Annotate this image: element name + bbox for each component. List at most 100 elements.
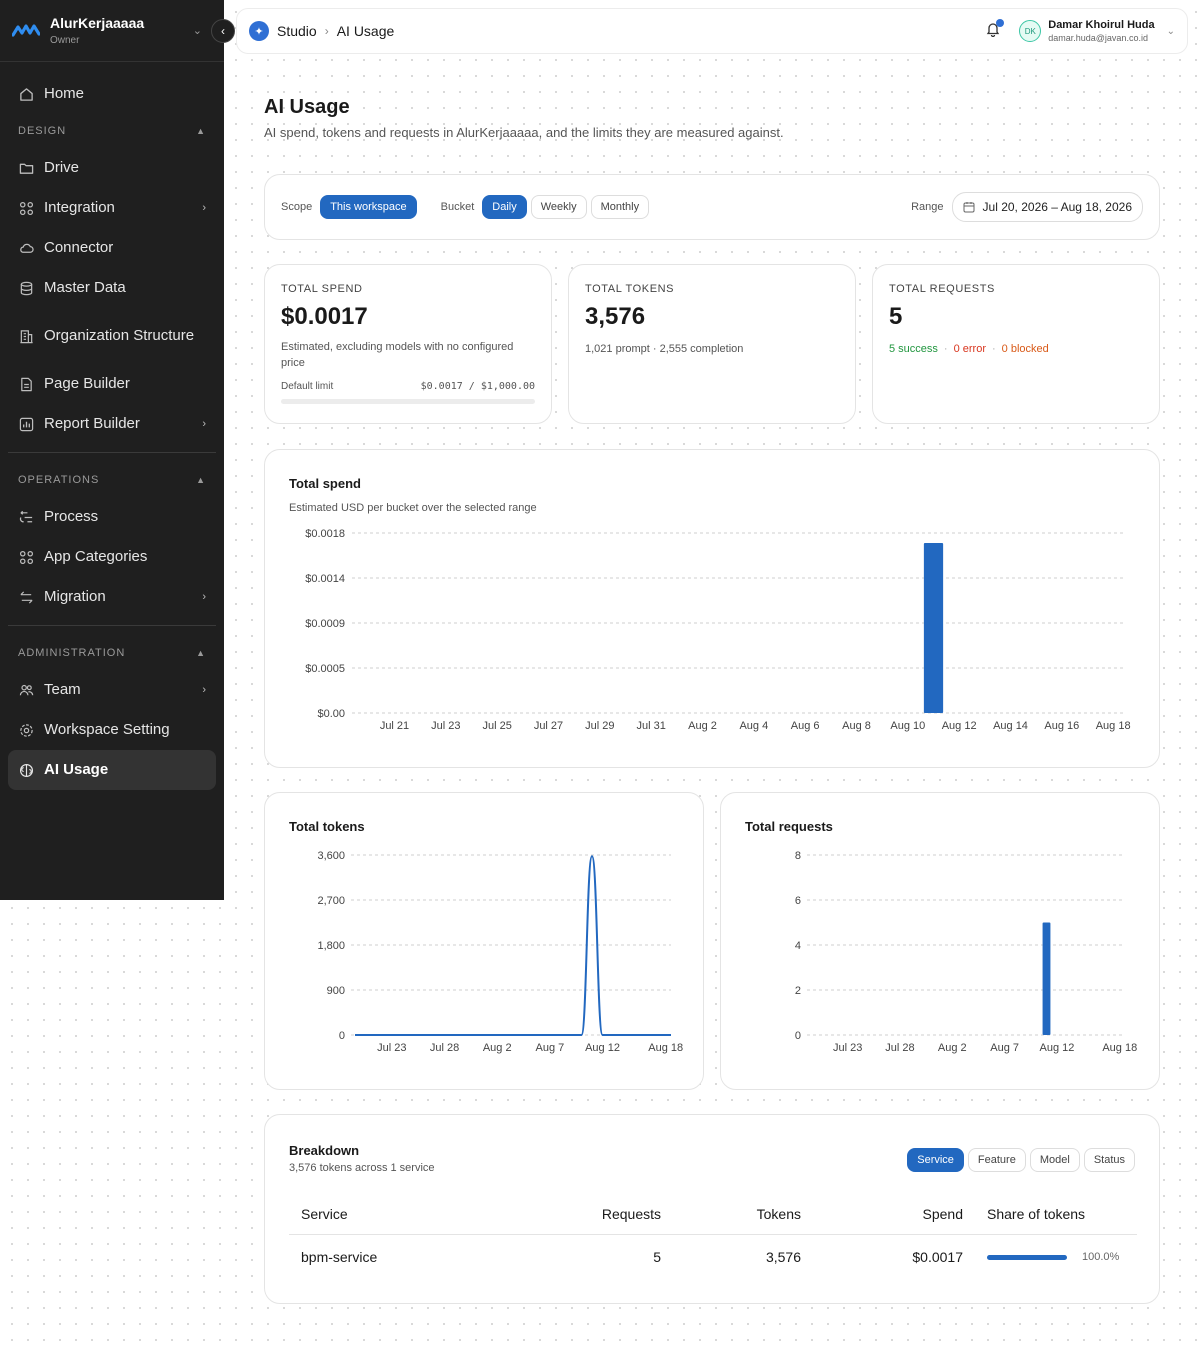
sidebar-item-drive[interactable]: Drive bbox=[8, 148, 216, 188]
gear-icon bbox=[18, 722, 34, 738]
sidebar-item-label: Home bbox=[44, 85, 85, 102]
y-tick-label: $0.0018 bbox=[305, 528, 345, 540]
x-tick-label: Aug 6 bbox=[791, 720, 820, 732]
page-subtitle: AI spend, tokens and requests in AlurKer… bbox=[264, 125, 784, 140]
tab-model[interactable]: Model bbox=[1029, 1148, 1080, 1172]
y-tick-label: 0 bbox=[795, 1030, 801, 1042]
x-tick-label: Aug 18 bbox=[1102, 1042, 1137, 1054]
series-line bbox=[355, 855, 671, 1036]
sidebar-item-team[interactable]: Team › bbox=[8, 670, 216, 710]
x-tick-label: Aug 7 bbox=[990, 1042, 1019, 1054]
x-tick-label: Aug 2 bbox=[938, 1042, 967, 1054]
chevron-down-icon: ⌄ bbox=[192, 25, 202, 37]
building-icon bbox=[18, 328, 34, 344]
column-header-requests[interactable]: Requests bbox=[601, 1205, 661, 1222]
breakdown-subtitle: 3,576 tokens across 1 service bbox=[289, 1162, 435, 1174]
user-menu[interactable]: Damar Khoirul Huda damar.huda@javan.co.i… bbox=[1048, 19, 1154, 43]
section-operations[interactable]: OPERATIONS ▲ bbox=[8, 463, 216, 497]
x-tick-label: Aug 2 bbox=[688, 720, 717, 732]
sidebar-item-ai-usage[interactable]: AI Usage bbox=[8, 750, 216, 790]
sidebar-item-label: Process bbox=[44, 508, 99, 525]
section-administration[interactable]: ADMINISTRATION ▲ bbox=[8, 636, 216, 670]
sidebar-item-label: Master Data bbox=[44, 279, 126, 296]
folder-icon bbox=[18, 160, 34, 176]
column-header-share[interactable]: Share of tokens bbox=[987, 1205, 1086, 1222]
bar bbox=[1042, 922, 1051, 1035]
separator-dot: · bbox=[943, 343, 948, 355]
x-tick-label: Aug 18 bbox=[648, 1042, 683, 1054]
avatar[interactable]: DK bbox=[1019, 20, 1042, 42]
scope-select[interactable]: This workspace bbox=[320, 195, 417, 219]
x-tick-label: Aug 2 bbox=[483, 1042, 512, 1054]
tab-service[interactable]: Service bbox=[907, 1148, 964, 1172]
kpi-total-requests: TOTAL REQUESTS 5 5 success · 0 error · 0 blo… bbox=[872, 264, 1160, 424]
section-design[interactable]: DESIGN ▲ bbox=[8, 114, 216, 148]
bucket-monthly-button[interactable]: Monthly bbox=[590, 195, 650, 219]
sidebar-item-label: Page Builder bbox=[44, 375, 130, 392]
x-tick-label: Jul 27 bbox=[534, 720, 563, 732]
chevron-up-icon: ▲ bbox=[196, 475, 206, 485]
bucket-daily-button[interactable]: Daily bbox=[482, 195, 527, 219]
collapse-sidebar-button[interactable]: ‹ bbox=[211, 19, 235, 43]
tab-feature[interactable]: Feature bbox=[967, 1148, 1026, 1172]
limit-label: Default limit bbox=[281, 381, 334, 392]
x-tick-label: Aug 16 bbox=[1044, 720, 1079, 732]
sidebar-item-home[interactable]: Home bbox=[8, 74, 216, 114]
y-tick-label: 4 bbox=[795, 940, 801, 952]
workspace-switcher[interactable]: AlurKerjaaaaa Owner ⌄ bbox=[0, 0, 224, 62]
x-tick-label: Jul 28 bbox=[885, 1042, 914, 1054]
kpi-value: 5 bbox=[889, 303, 903, 330]
home-icon bbox=[18, 86, 34, 102]
blocked-count: 0 blocked bbox=[1001, 343, 1049, 355]
breadcrumb-studio[interactable]: Studio bbox=[277, 23, 317, 39]
cell-service: bpm-service bbox=[301, 1249, 378, 1265]
bar bbox=[923, 543, 944, 713]
bucket-weekly-button[interactable]: Weekly bbox=[530, 195, 587, 219]
chart-title: Total spend bbox=[289, 476, 361, 491]
y-tick-label: 8 bbox=[795, 850, 801, 862]
chevron-down-icon[interactable]: ⌄ bbox=[1166, 25, 1175, 37]
y-tick-label: 0 bbox=[339, 1030, 345, 1042]
x-tick-label: Jul 28 bbox=[430, 1042, 459, 1054]
chart-total-requests: Total requests 0 2 4 6 8 Jul 23 Jul 28 Aug 2 Aug… bbox=[720, 792, 1160, 1090]
swap-arrows-icon bbox=[18, 589, 34, 605]
table-row[interactable]: bpm-service 5 3,576 $0.0017 100.0% bbox=[289, 1235, 1137, 1279]
sidebar-item-page-builder[interactable]: Page Builder bbox=[8, 364, 216, 404]
y-tick-label: 900 bbox=[327, 985, 345, 997]
x-tick-label: Aug 12 bbox=[585, 1042, 620, 1054]
x-tick-label: Jul 23 bbox=[431, 720, 460, 732]
sidebar-item-connector[interactable]: Connector bbox=[8, 228, 216, 268]
kpi-note: Estimated, excluding models with no conf… bbox=[281, 341, 514, 369]
sidebar-item-report-builder[interactable]: Report Builder › bbox=[8, 404, 216, 444]
cell-share: 100.0% bbox=[963, 1251, 1137, 1263]
column-header-spend[interactable]: Spend bbox=[922, 1205, 963, 1222]
kpi-note: 1,021 prompt · 2,555 completion bbox=[585, 343, 744, 355]
sidebar-item-label: Migration bbox=[44, 588, 106, 605]
x-tick-label: Jul 25 bbox=[482, 720, 511, 732]
sidebar-item-migration[interactable]: Migration › bbox=[8, 577, 216, 617]
sidebar-item-organization-structure[interactable]: Organization Structure bbox=[8, 308, 216, 364]
page-header: AI Usage AI spend, tokens and requests i… bbox=[264, 96, 1160, 140]
column-header-service[interactable]: Service bbox=[301, 1205, 348, 1222]
studio-wand-icon: ✦ bbox=[249, 21, 269, 41]
report-chart-icon bbox=[18, 416, 34, 432]
sidebar-item-process[interactable]: Process bbox=[8, 497, 216, 537]
chevron-up-icon: ▲ bbox=[196, 126, 206, 136]
sidebar-item-app-categories[interactable]: App Categories bbox=[8, 537, 216, 577]
kpi-total-spend: TOTAL SPEND $0.0017 Estimated, excluding… bbox=[264, 264, 552, 424]
notification-button[interactable] bbox=[985, 18, 1005, 42]
tab-status[interactable]: Status bbox=[1083, 1148, 1135, 1172]
bucket-label: Bucket bbox=[440, 201, 475, 213]
user-email: damar.huda@javan.co.id bbox=[1048, 33, 1148, 43]
date-range-picker[interactable]: Jul 20, 2026 – Aug 18, 2026 bbox=[951, 192, 1143, 222]
request-status-summary: 5 success · 0 error · 0 blocked bbox=[889, 341, 1143, 357]
sidebar-item-integration[interactable]: Integration › bbox=[8, 188, 216, 228]
chevron-right-icon: › bbox=[202, 684, 206, 696]
section-label: OPERATIONS bbox=[18, 474, 100, 486]
sidebar-item-workspace-setting[interactable]: Workspace Setting bbox=[8, 710, 216, 750]
x-tick-label: Aug 7 bbox=[535, 1042, 564, 1054]
sidebar-item-master-data[interactable]: Master Data bbox=[8, 268, 216, 308]
x-tick-label: Aug 8 bbox=[842, 720, 871, 732]
x-tick-label: Aug 4 bbox=[739, 720, 768, 732]
column-header-tokens[interactable]: Tokens bbox=[756, 1205, 801, 1222]
